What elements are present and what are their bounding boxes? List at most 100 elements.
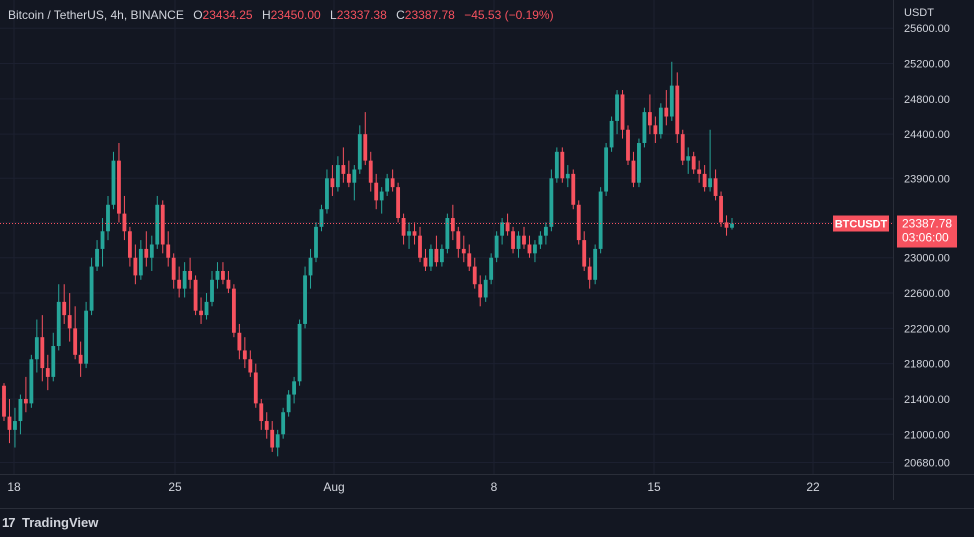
price-tick-label: 24800.00 <box>904 94 950 106</box>
close-label: C <box>396 8 405 22</box>
candle-body <box>204 301 209 316</box>
price-badge <box>897 215 957 248</box>
candle-body <box>292 381 297 395</box>
time-tick-label: 15 <box>647 480 661 494</box>
candle-body <box>396 187 401 219</box>
candle-body <box>527 244 532 254</box>
candle-body <box>445 218 450 249</box>
price-currency: USDT <box>904 7 934 19</box>
candle-body <box>303 275 307 324</box>
candle-body <box>637 142 641 183</box>
candles <box>2 61 734 457</box>
candle-body <box>166 244 171 258</box>
candle-body <box>407 231 411 236</box>
candle-body <box>543 226 548 236</box>
candle-body <box>598 191 603 249</box>
time-tick-label: 8 <box>491 480 498 494</box>
chart-grid <box>0 0 893 474</box>
time-tick-label: 18 <box>7 480 21 494</box>
candle-body <box>100 231 105 249</box>
time-tick-label: 22 <box>806 480 820 494</box>
change-value: −45.53 (−0.19%) <box>464 8 554 22</box>
candle-body <box>133 257 138 276</box>
candle-body <box>78 354 83 364</box>
candle-body <box>412 231 417 236</box>
candle-body <box>13 421 17 430</box>
candle-body <box>325 178 329 210</box>
candle-body <box>423 257 428 267</box>
candle-body <box>259 403 264 422</box>
price-tick-label: 21400.00 <box>904 394 950 406</box>
price-tick-label: 23900.00 <box>904 173 950 185</box>
candle-body <box>724 222 729 228</box>
candle-body <box>533 244 537 254</box>
brand-name[interactable]: TradingView <box>22 515 99 530</box>
close-value: 23387.78 <box>404 8 455 22</box>
candle-body <box>23 398 28 404</box>
candle-body <box>127 231 132 258</box>
ticker-badge <box>833 215 889 232</box>
candle-body <box>242 350 247 360</box>
candle-body <box>631 160 636 183</box>
candle-body <box>483 279 488 298</box>
candle-body <box>297 323 302 382</box>
last-price-tag: BTCUSDT 23387.78 03:06:00 <box>833 215 957 248</box>
candle-body <box>593 248 598 280</box>
candle-body <box>34 337 39 360</box>
candle-body <box>730 223 734 228</box>
candle-body <box>505 222 510 232</box>
candle-body <box>106 204 110 232</box>
candle-body <box>117 160 121 214</box>
candle-body <box>691 156 696 170</box>
price-tick-label: 25200.00 <box>904 59 950 71</box>
candle-body <box>669 85 674 117</box>
candle-body <box>171 257 176 280</box>
candle-body <box>609 120 614 148</box>
tradingview-logo-icon[interactable]: 17 <box>2 515 16 530</box>
candle-body <box>314 226 318 258</box>
candle-body <box>587 266 592 280</box>
candle-body <box>357 134 362 170</box>
candle-body <box>664 107 669 117</box>
price-chart[interactable]: 25600.00 25200.00 24800.00 24400.00 23900.00… <box>0 0 974 508</box>
candle-body <box>478 284 483 298</box>
time-axis: 18 25 Aug 8 15 22 <box>7 480 820 494</box>
candle-body <box>226 279 231 289</box>
candle-body <box>511 231 515 249</box>
candle-body <box>549 178 554 227</box>
ticker-label: BTCUSDT <box>835 219 888 231</box>
candle-body <box>604 147 609 192</box>
candle-body <box>210 279 214 302</box>
candle-body <box>653 125 658 135</box>
high-value: 23450.00 <box>270 8 321 22</box>
candle-body <box>374 182 379 201</box>
candle-body <box>368 160 373 183</box>
candle-body <box>467 253 472 267</box>
candle-body <box>144 248 149 258</box>
candle-body <box>319 209 324 227</box>
symbol-title[interactable]: Bitcoin / TetherUS, 4h, BINANCE <box>8 8 184 22</box>
candle-body <box>29 359 34 404</box>
price-tick-label: 25600.00 <box>904 23 950 35</box>
candle-body <box>571 173 576 205</box>
candle-body <box>248 359 253 373</box>
candle-body <box>450 218 455 232</box>
candle-body <box>708 178 713 188</box>
candle-body <box>620 94 625 130</box>
price-tick-label: 22200.00 <box>904 323 950 335</box>
price-tick-label: 21800.00 <box>904 359 950 371</box>
candle-body <box>308 257 313 276</box>
candle-body <box>84 310 89 364</box>
candle-body <box>582 240 587 267</box>
candle-body <box>89 266 94 311</box>
candle-body <box>401 218 406 236</box>
candle-body <box>221 270 225 280</box>
candle-body <box>122 213 127 232</box>
candle-body <box>182 270 187 289</box>
candle-body <box>418 235 422 258</box>
candle-body <box>111 160 116 205</box>
low-value: 23337.38 <box>336 8 387 22</box>
candle-body <box>576 204 581 241</box>
candle-body <box>352 169 357 183</box>
candle-body <box>439 248 444 263</box>
